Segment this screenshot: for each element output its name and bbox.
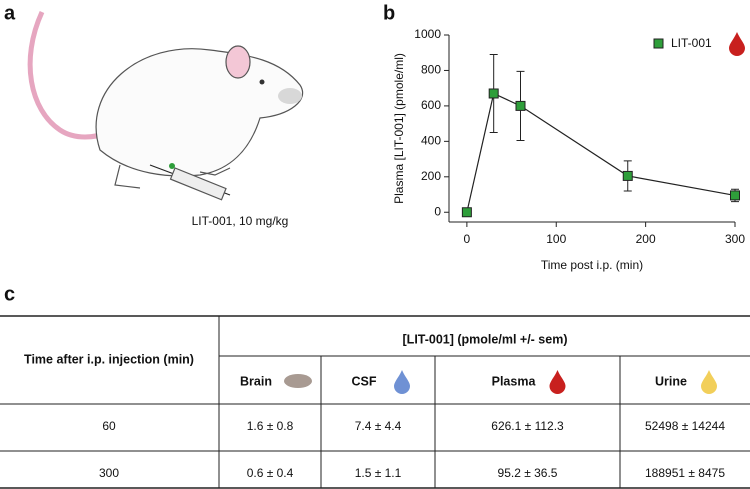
marker [622,170,633,181]
table-cell: 0.6 ± 0.4 [247,466,294,480]
mouse-illustration [27,10,304,201]
x-axis-label: Time post i.p. (min) [541,258,643,272]
y-tick-label: 400 [421,134,441,148]
y-axis-label: Plasma [LIT-001] (pmole/ml) [392,53,406,204]
caption: LIT-001, 10 mg/kg [192,214,289,228]
column-header: Urine [655,374,687,388]
column-header: Plasma [492,374,537,388]
table-cell: 300 [99,466,119,480]
table: Time after i.p. injection (min) [LIT-001]… [0,315,750,489]
table-cell: 52498 ± 14244 [645,419,725,433]
panel-label: b [383,2,395,24]
row-header: Time after i.p. injection (min) [24,352,194,366]
marker [488,88,499,99]
panel-label: a [4,2,16,24]
brain-icon [284,374,312,388]
legend-label: LIT-001 [671,36,712,50]
drop-icon [549,370,566,394]
chart: 0 200 400 600 800 1000 0 100 200 300 Time post i.p… [392,27,745,272]
series-line [466,92,736,213]
drop-icon [729,32,745,56]
x-tick-label: 200 [636,232,656,246]
table-cell: 188951 ± 8475 [645,466,725,480]
table-cell: 60 [102,419,116,433]
marker [461,207,472,218]
panel-label: c [4,283,15,305]
group-header: [LIT-001] (pmole/ml +/- sem) [403,332,568,346]
marker [730,190,740,201]
y-tick-label: 800 [421,63,441,77]
y-tick-label: 600 [421,98,441,112]
table-cell: 626.1 ± 112.3 [491,419,564,433]
y-tick-label: 1000 [414,27,441,41]
x-tick-label: 0 [464,232,471,246]
drop-icon [701,370,717,394]
table-cell: 7.4 ± 4.4 [355,419,402,433]
column-header: Brain [240,374,272,388]
x-tick-label: 100 [546,232,566,246]
column-header: CSF [352,374,377,388]
drop-icon [394,370,410,394]
table-cell: 1.5 ± 1.1 [355,466,402,480]
table-cell: 1.6 ± 0.8 [247,419,294,433]
x-tick-label: 300 [725,232,745,246]
marker [515,100,526,111]
legend-marker [653,38,664,49]
y-tick-label: 0 [434,204,441,218]
y-tick-label: 200 [421,169,441,183]
table-cell: 95.2 ± 36.5 [498,466,558,480]
